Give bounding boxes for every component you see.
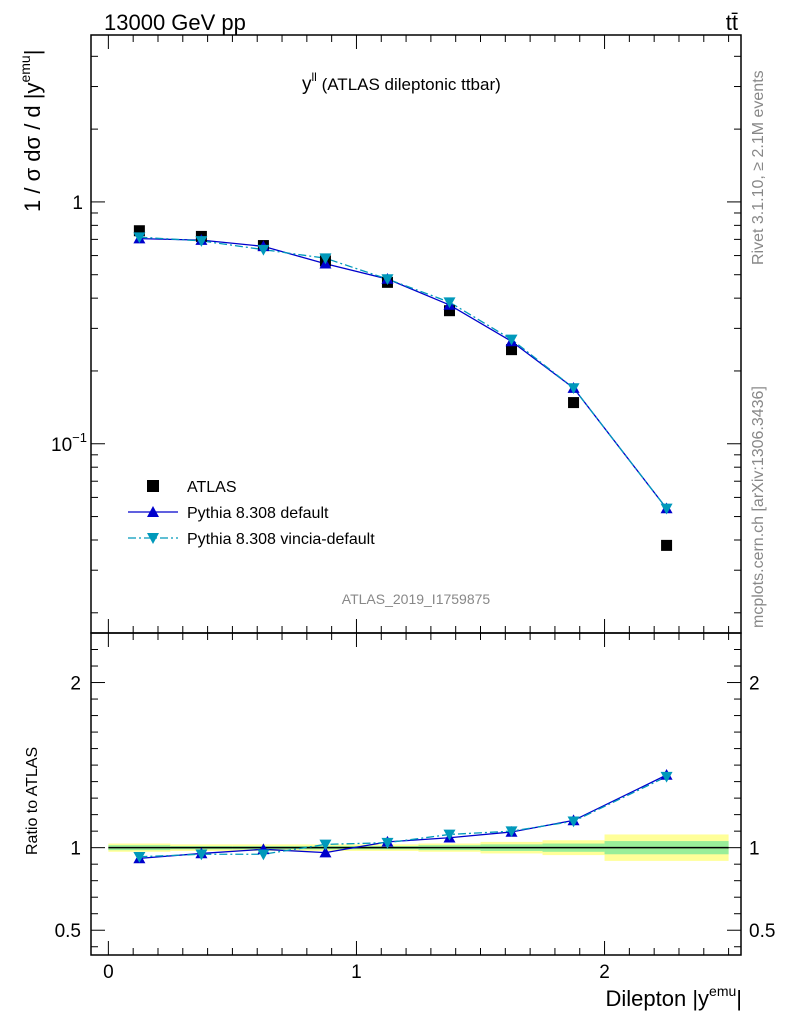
main-series-lines [139, 236, 668, 509]
main-ylabel-main: 1 / σ dσ / d |y [20, 83, 45, 212]
main-ylabel-end: | [20, 50, 45, 56]
legend-vincia-marker [147, 533, 159, 544]
xlabel-main: Dilepton |y [606, 986, 710, 1011]
ratio-point-vincia [133, 851, 146, 863]
main-ylabel: 1 / σ dσ / d |yemu| [17, 50, 45, 212]
process-label: tt̄ [726, 10, 738, 35]
main-point-atlas [443, 305, 455, 317]
legend-default-label: Pythia 8.308 default [187, 505, 329, 522]
main-ticks [91, 35, 741, 633]
xtick-label: 2 [599, 962, 610, 983]
legend-default-marker [147, 506, 159, 517]
main-series-line [139, 236, 668, 509]
ratio-point-vincia [443, 829, 456, 841]
rivet-label: Rivet 3.1.10, ≥ 2.1M events [750, 70, 767, 265]
ratio-series-line [139, 776, 667, 858]
ratio-ytick-label: 1 [70, 839, 81, 860]
main-point-atlas [661, 539, 673, 551]
xtick-label: 1 [351, 962, 362, 983]
main-point-vincia [660, 503, 673, 515]
legend: ATLAS Pythia 8.308 default Pythia 8.308 … [128, 479, 375, 548]
main-point-vincia [257, 244, 270, 256]
ratio-series-markers [133, 769, 673, 864]
main-ytick-label: 1 [72, 193, 83, 214]
main-point-vincia [319, 253, 332, 265]
main-panel: 1 10−1 yll (ATLAS dileptonic ttbar) 1 / σ… [17, 34, 742, 634]
main-ticklabels: 1 10−1 [51, 193, 87, 456]
xlabel-sup: emu [709, 983, 736, 999]
main-point-atlas [133, 225, 145, 237]
main-ytick-label: 10−1 [51, 430, 87, 456]
ratio-ytick-label: 2 [70, 674, 81, 695]
analysis-watermark: ATLAS_2019_I1759875 [342, 591, 491, 607]
plot-title-main: y [302, 74, 312, 95]
plot-title-rest: (ATLAS dileptonic ttbar) [317, 75, 501, 94]
xlabel: Dilepton |yemu| [606, 983, 743, 1011]
main-point-vincia [443, 297, 456, 309]
main-point-vincia [133, 232, 146, 244]
plot-title-sup: ll [312, 70, 317, 84]
ratio-ylabel: Ratio to ATLAS [24, 747, 41, 855]
xtick-label: 0 [103, 962, 114, 983]
energy-label: 13000 GeV pp [104, 10, 246, 35]
ratio-panel: 0.5 0.5 1 1 2 2 0 1 2 Ratio to ATLAS Dilepton |y… [24, 632, 776, 1011]
ratio-point-vincia [381, 837, 394, 849]
ratio-ytick-label-right: 2 [749, 674, 760, 695]
ratio-ytick-label-right: 0.5 [749, 921, 775, 942]
main-ylabel-sup: emu [17, 55, 33, 82]
main-point-vincia [505, 334, 518, 346]
ratio-point-vincia [319, 839, 332, 851]
main-point-atlas [568, 397, 580, 409]
ratio-frame [90, 632, 742, 956]
plot-title: yll (ATLAS dileptonic ttbar) [302, 70, 501, 95]
ratio-point-vincia [567, 816, 580, 828]
main-series-markers [133, 225, 673, 551]
source-label: mcplots.cern.ch [arXiv:1306.3436] [750, 386, 767, 628]
main-point-vincia [195, 236, 208, 247]
main-point-atlas [506, 344, 518, 356]
ratio-point-vincia [660, 771, 673, 783]
xlabel-end: | [736, 986, 742, 1011]
ratio-ticks [91, 633, 741, 955]
legend-vincia-label: Pythia 8.308 vincia-default [187, 531, 375, 548]
legend-atlas-marker [147, 480, 159, 492]
ratio-ticklabels: 0.5 0.5 1 1 2 2 0 1 2 [55, 674, 776, 983]
ratio-ytick-label: 0.5 [55, 921, 81, 942]
ratio-point-default [319, 846, 332, 858]
main-point-vincia [567, 383, 580, 395]
main-point-vincia [381, 274, 394, 286]
ratio-point-vincia [195, 849, 208, 861]
main-series-line [139, 237, 668, 509]
ratio-point-vincia [505, 826, 518, 838]
ratio-ytick-label-right: 1 [749, 839, 760, 860]
legend-atlas-label: ATLAS [187, 479, 237, 496]
ratio-point-vincia [257, 849, 270, 861]
